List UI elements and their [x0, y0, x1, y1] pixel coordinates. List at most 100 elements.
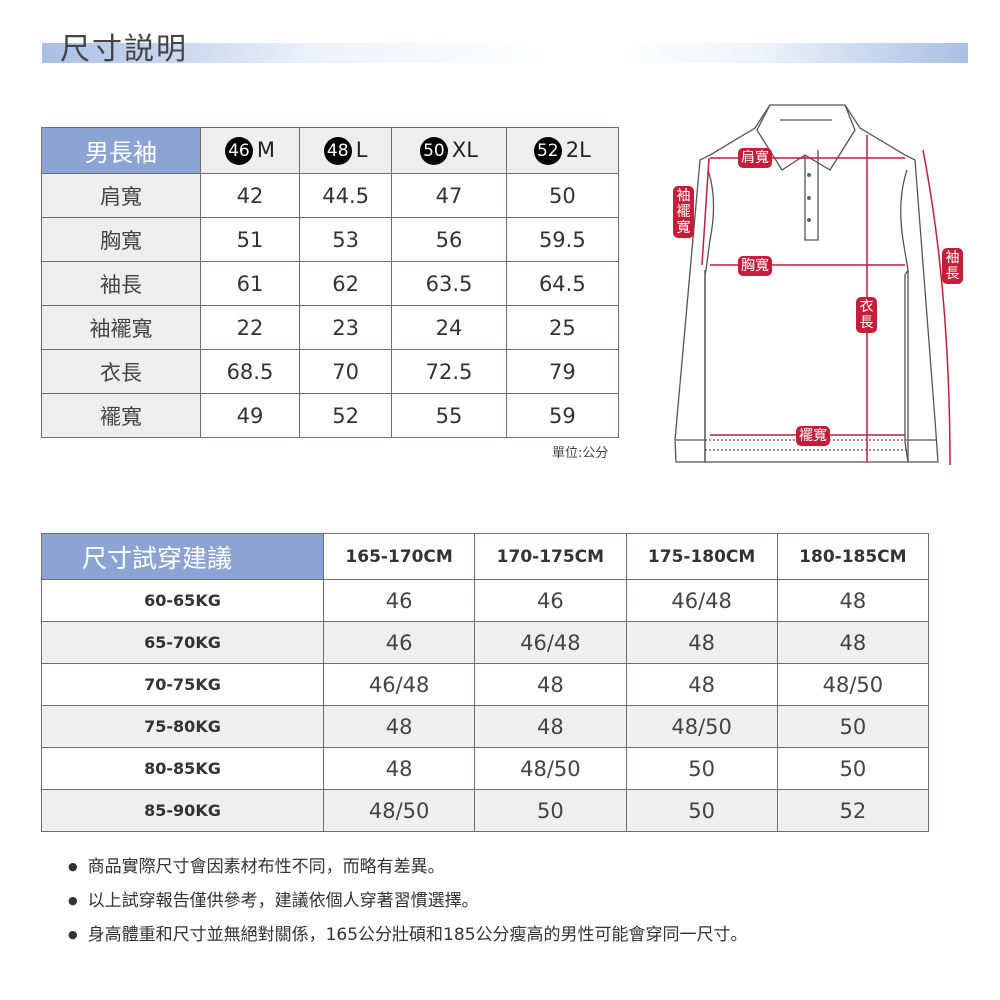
- height-column-header: 180-185CM: [776, 533, 930, 580]
- notes-list: 商品實際尺寸會因素材布性不同，而略有差異。以上試穿報告僅供參考，建議依個人穿著習…: [68, 850, 748, 952]
- measurement-label: 袖長: [41, 261, 201, 306]
- recommended-size: 48: [625, 621, 778, 664]
- height-column-header: 170-175CM: [474, 533, 627, 580]
- size-table-corner: 男長袖: [41, 127, 201, 174]
- measurement-value: 42: [200, 173, 300, 218]
- measurement-label: 肩寬: [41, 173, 201, 218]
- size-number-badge: 52: [533, 136, 562, 165]
- recommended-size: 48: [776, 579, 930, 622]
- measurement-label: 襬寬: [41, 393, 201, 438]
- size-letter: M: [256, 137, 276, 162]
- measurement-value: 70: [298, 349, 393, 394]
- size-column-header: 52 2L: [505, 127, 620, 174]
- recommended-size: 50: [776, 705, 930, 748]
- measurement-value: 59.5: [505, 217, 620, 262]
- size-table-row: 衣長 68.5 70 72.5 79: [41, 349, 620, 394]
- size-table-row: 袖襬寬 22 23 24 25: [41, 305, 620, 350]
- size-number-badge: 46: [224, 136, 253, 165]
- recommended-size: 48/50: [776, 663, 930, 706]
- size-letter: 2L: [565, 137, 591, 162]
- measurement-value: 72.5: [391, 349, 507, 394]
- weight-label: 75-80KG: [41, 705, 324, 748]
- unit-label: 單位:公分: [552, 446, 609, 461]
- recommended-size: 46: [322, 621, 476, 664]
- measurement-value: 51: [200, 217, 300, 262]
- note-item: 以上試穿報告僅供參考，建議依個人穿著習慣選擇。: [68, 884, 748, 918]
- measurement-value: 24: [391, 305, 507, 350]
- fit-table-header: 尺寸試穿建議 165-170CM 170-175CM 175-180CM 180-18…: [41, 533, 930, 580]
- measurement-label: 胸寬: [41, 217, 201, 262]
- recommended-size: 48: [322, 705, 476, 748]
- measurement-value: 53: [298, 217, 393, 262]
- measurement-label: 袖襬寬: [41, 305, 201, 350]
- recommended-size: 48: [322, 747, 476, 790]
- recommended-size: 48/50: [474, 747, 627, 790]
- recommended-size: 52: [776, 789, 930, 832]
- size-table-row: 襬寬 49 52 55 59: [41, 393, 620, 438]
- size-number-badge: 48: [323, 136, 352, 165]
- fit-table-row: 75-80KG 48 48 48/50 50: [41, 705, 930, 748]
- size-column-header: 48 L: [298, 127, 393, 174]
- fit-table-row: 70-75KG 46/48 48 48 48/50: [41, 663, 930, 706]
- recommended-size: 50: [625, 747, 778, 790]
- measurement-value: 23: [298, 305, 393, 350]
- measurement-value: 68.5: [200, 349, 300, 394]
- recommended-size: 46/48: [474, 621, 627, 664]
- measurement-value: 44.5: [298, 173, 393, 218]
- measurement-value: 64.5: [505, 261, 620, 306]
- measurement-value: 52: [298, 393, 393, 438]
- measurement-value: 63.5: [391, 261, 507, 306]
- measurement-value: 50: [505, 173, 620, 218]
- fit-table-row: 65-70KG 46 46/48 48 48: [41, 621, 930, 664]
- fit-table-row: 60-65KG 46 46 46/48 48: [41, 579, 930, 622]
- fit-table: 尺寸試穿建議 165-170CM 170-175CM 175-180CM 180-18…: [41, 533, 930, 832]
- recommended-size: 48: [776, 621, 930, 664]
- fit-table-row: 85-90KG 48/50 50 50 52: [41, 789, 930, 832]
- note-item: 商品實際尺寸會因素材布性不同，而略有差異。: [68, 850, 748, 884]
- weight-label: 85-90KG: [41, 789, 324, 832]
- fit-table-corner: 尺寸試穿建議: [41, 533, 324, 580]
- recommended-size: 48: [625, 663, 778, 706]
- chest-width-label: 胸寬: [738, 256, 772, 276]
- size-table: 男長袖 46 M 48 L 50 XL 52 2L 肩寬 42 44.5 47 50 胸寬 51 53 56 5…: [41, 127, 620, 438]
- measurement-value: 56: [391, 217, 507, 262]
- page-title: 尺寸説明: [60, 32, 188, 67]
- measurement-value: 59: [505, 393, 620, 438]
- sleeve-length-label: 袖長: [942, 248, 963, 284]
- body-length-label: 衣長: [856, 297, 877, 333]
- recommended-size: 48/50: [322, 789, 476, 832]
- shoulder-width-label: 肩寬: [738, 148, 772, 168]
- recommended-size: 50: [776, 747, 930, 790]
- height-column-header: 175-180CM: [625, 533, 778, 580]
- note-item: 身高體重和尺寸並無絕對關係，165公分壯碩和185公分瘦高的男性可能會穿同一尺寸…: [68, 918, 748, 952]
- size-table-row: 肩寬 42 44.5 47 50: [41, 173, 620, 218]
- fit-table-row: 80-85KG 48 48/50 50 50: [41, 747, 930, 790]
- recommended-size: 46/48: [322, 663, 476, 706]
- cuff-width-label: 袖襬寬: [673, 186, 694, 238]
- measurement-value: 62: [298, 261, 393, 306]
- measurement-label: 衣長: [41, 349, 201, 394]
- recommended-size: 46/48: [625, 579, 778, 622]
- height-column-header: 165-170CM: [322, 533, 476, 580]
- size-letter: XL: [451, 137, 479, 162]
- recommended-size: 48/50: [625, 705, 778, 748]
- measurement-value: 55: [391, 393, 507, 438]
- weight-label: 80-85KG: [41, 747, 324, 790]
- recommended-size: 46: [474, 579, 627, 622]
- recommended-size: 46: [322, 579, 476, 622]
- measurement-value: 22: [200, 305, 300, 350]
- hem-width-label: 襬寬: [796, 426, 830, 446]
- size-table-header: 男長袖 46 M 48 L 50 XL 52 2L: [41, 127, 620, 174]
- size-table-row: 袖長 61 62 63.5 64.5: [41, 261, 620, 306]
- weight-label: 70-75KG: [41, 663, 324, 706]
- weight-label: 60-65KG: [41, 579, 324, 622]
- size-column-header: 50 XL: [391, 127, 507, 174]
- recommended-size: 48: [474, 663, 627, 706]
- measurement-value: 79: [505, 349, 620, 394]
- measurement-value: 25: [505, 305, 620, 350]
- measurement-value: 61: [200, 261, 300, 306]
- measurement-value: 49: [200, 393, 300, 438]
- title-bar: [42, 43, 968, 63]
- recommended-size: 50: [625, 789, 778, 832]
